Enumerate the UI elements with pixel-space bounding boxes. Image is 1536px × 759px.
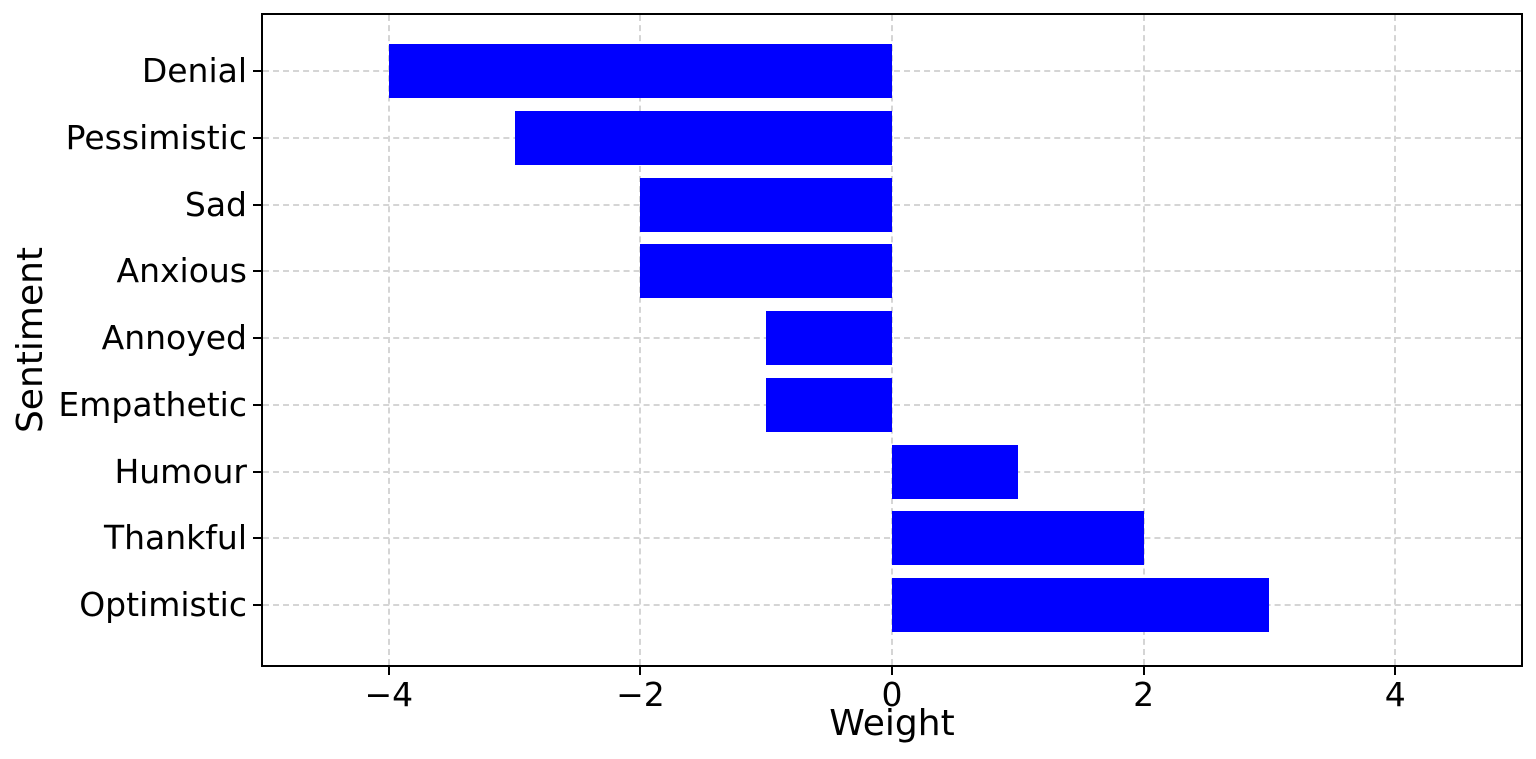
y-tick-mark (253, 136, 261, 139)
y-tick-label: Anxious (116, 251, 248, 291)
y-tick-mark (253, 337, 261, 339)
y-tick-label: Optimistic (79, 585, 247, 624)
y-gridline (263, 203, 1521, 206)
x-tick-mark (1142, 667, 1145, 675)
bar (640, 244, 892, 299)
y-tick-label: Annoyed (101, 318, 247, 357)
x-tick-label: 0 (881, 675, 903, 714)
y-tick-label: Sad (184, 184, 247, 224)
x-gridline (1142, 15, 1145, 665)
bar (766, 377, 892, 432)
bar (514, 110, 892, 165)
y-gridline (263, 70, 1521, 72)
x-tick-label: 4 (1384, 675, 1406, 714)
x-tick-mark (1394, 667, 1397, 675)
y-tick-mark (253, 604, 261, 606)
y-tick-mark (253, 470, 261, 473)
y-gridline (263, 136, 1521, 139)
x-tick-mark (387, 667, 390, 675)
y-gridline (263, 270, 1521, 273)
bar (388, 44, 892, 98)
bar (892, 578, 1270, 632)
y-tick-label: Humour (114, 451, 247, 491)
y-tick-label: Thankful (103, 518, 247, 558)
x-axis-label: Weight (829, 703, 955, 744)
bar (892, 511, 1144, 566)
y-tick-mark (253, 203, 261, 206)
x-tick-label: 2 (1133, 675, 1155, 714)
y-tick-label: Pessimistic (65, 117, 247, 157)
y-tick-label: Empathetic (58, 384, 247, 424)
y-tick-mark (253, 537, 261, 540)
y-tick-mark (253, 270, 261, 273)
y-tick-mark (253, 403, 261, 406)
y-gridline (263, 337, 1521, 339)
y-gridline (263, 403, 1521, 406)
bar (766, 311, 892, 365)
x-tick-label: −2 (616, 675, 665, 714)
plot-area (261, 13, 1523, 667)
x-tick-mark (891, 667, 893, 675)
x-tick-mark (639, 667, 642, 675)
y-tick-label: Denial (141, 51, 247, 90)
x-gridline (1394, 15, 1397, 665)
x-gridline (639, 15, 642, 665)
x-gridline (387, 15, 390, 665)
x-gridline (891, 15, 893, 665)
bar (640, 177, 892, 232)
bar (892, 444, 1018, 499)
y-tick-mark (253, 70, 261, 72)
x-tick-label: −4 (364, 675, 414, 714)
